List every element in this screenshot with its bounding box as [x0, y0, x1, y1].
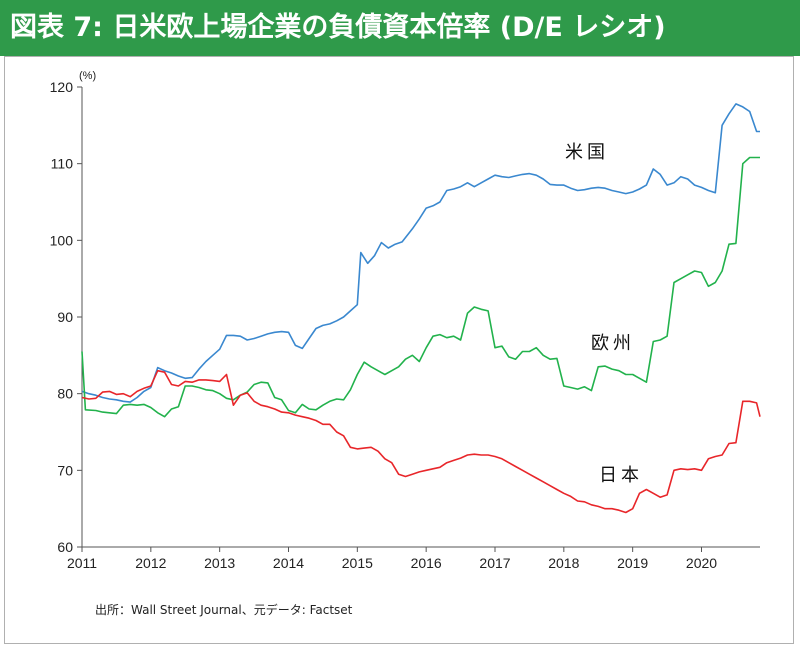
- x-tick-label: 2014: [273, 555, 304, 571]
- y-tick-label: 90: [57, 309, 73, 325]
- x-tick-label: 2016: [411, 555, 442, 571]
- europe-series-line: [81, 156, 760, 418]
- source-note: 出所：Wall Street Journal、元データ: Factset: [95, 602, 353, 617]
- series-label-us: 米国: [565, 142, 609, 163]
- chart-axes: 60 70 80 90 100 110 120 2011 2012 2013 2014 2015 201…: [50, 79, 760, 571]
- y-tick-label: 70: [57, 462, 73, 478]
- y-tick-label: 80: [57, 386, 73, 402]
- series-label-japan: 日本: [599, 465, 643, 486]
- x-tick-label: 2015: [342, 555, 373, 571]
- x-tick-label: 2013: [204, 555, 235, 571]
- x-tick-label: 2012: [135, 555, 166, 571]
- x-tick-label: 2017: [479, 555, 510, 571]
- y-tick-label: 60: [57, 539, 73, 555]
- chart-frame: (%) 60 70 80 90 100 110 120 2011 2012 2013 2014 201…: [4, 56, 794, 644]
- x-tick-label: 2018: [548, 555, 579, 571]
- line-chart: (%) 60 70 80 90 100 110 120 2011 2012 2013 2014 201…: [50, 70, 761, 617]
- japan-series-line: [81, 369, 761, 514]
- us-series-line: [81, 103, 760, 403]
- series-label-europe: 欧州: [591, 333, 635, 354]
- chart-series: [81, 103, 761, 514]
- page-title: 図表 7: 日米欧上場企業の負債資本倍率 (D/E レシオ): [10, 12, 666, 43]
- y-tick-label: 100: [50, 232, 74, 248]
- x-tick-label: 2011: [67, 555, 97, 571]
- x-tick-label: 2019: [617, 555, 648, 571]
- y-tick-label: 120: [50, 79, 74, 95]
- y-tick-label: 110: [51, 156, 74, 172]
- x-tick-label: 2020: [686, 555, 717, 571]
- title-bar: 図表 7: 日米欧上場企業の負債資本倍率 (D/E レシオ): [0, 0, 800, 56]
- y-unit-label: (%): [79, 70, 96, 82]
